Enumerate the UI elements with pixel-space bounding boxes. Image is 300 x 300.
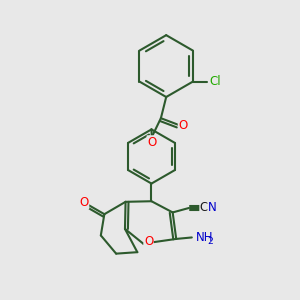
Text: O: O xyxy=(144,235,153,248)
Text: O: O xyxy=(80,196,89,209)
Text: NH: NH xyxy=(196,231,213,244)
Text: N: N xyxy=(208,201,217,214)
Text: C: C xyxy=(200,201,208,214)
Text: O: O xyxy=(147,136,156,149)
Text: 2: 2 xyxy=(208,237,214,246)
Text: Cl: Cl xyxy=(209,75,220,88)
Text: O: O xyxy=(178,119,188,132)
